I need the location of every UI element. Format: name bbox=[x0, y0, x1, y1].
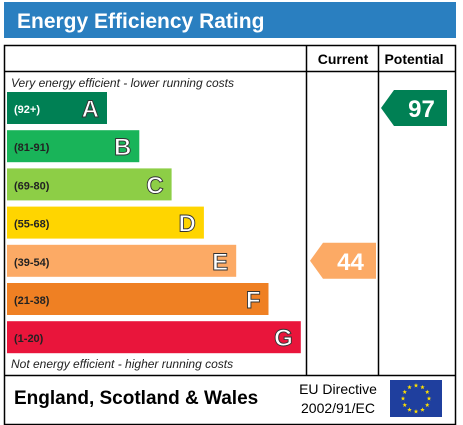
band-letter: F bbox=[246, 287, 261, 314]
eu-star bbox=[420, 407, 425, 412]
band-range-label: (69-80) bbox=[14, 180, 50, 192]
rating-bands: (92+) A (81-91) B (69-80) C (55-68) D (39-54) E (2… bbox=[7, 92, 301, 354]
eu-star bbox=[426, 396, 432, 401]
current-rating-arrow bbox=[310, 242, 376, 279]
band-bar bbox=[7, 206, 204, 239]
potential-rating-value: 97 bbox=[408, 96, 435, 123]
eu-star bbox=[407, 407, 412, 412]
directive-line-1: EU Directive bbox=[299, 381, 377, 397]
eu-star bbox=[407, 384, 412, 390]
eu-star bbox=[420, 384, 425, 390]
top-note: Very energy efficient - lower running co… bbox=[11, 76, 234, 90]
potential-rating: 97 bbox=[381, 90, 447, 126]
eu-star bbox=[424, 389, 430, 394]
rating-band-e: (39-54) E bbox=[7, 244, 237, 277]
eu-star bbox=[402, 389, 408, 394]
band-bar bbox=[7, 130, 140, 163]
eu-flag-icon bbox=[390, 380, 442, 417]
header-bar bbox=[4, 2, 456, 38]
rating-markers: 44 97 bbox=[310, 90, 447, 279]
band-bar bbox=[7, 92, 107, 124]
potential-rating-arrow bbox=[381, 90, 447, 126]
eu-star bbox=[400, 396, 406, 401]
band-range-label: (55-68) bbox=[14, 219, 50, 231]
eu-star bbox=[413, 383, 419, 388]
chart-title: Energy Efficiency Rating bbox=[17, 10, 264, 33]
rating-band-b: (81-91) B bbox=[7, 130, 140, 163]
band-range-label: (39-54) bbox=[14, 257, 50, 269]
current-column-header: Current bbox=[318, 51, 369, 67]
eu-star bbox=[402, 402, 408, 407]
band-bar bbox=[7, 168, 172, 201]
rating-band-g: (1-20) G bbox=[7, 321, 301, 354]
band-bar bbox=[7, 283, 269, 315]
band-range-label: (92+) bbox=[14, 104, 40, 116]
band-letter: G bbox=[274, 325, 293, 352]
rating-band-d: (55-68) D bbox=[7, 206, 204, 239]
band-range-label: (1-20) bbox=[14, 333, 44, 345]
band-bar bbox=[7, 321, 301, 354]
rating-band-a: (92+) A bbox=[7, 92, 107, 124]
bottom-note: Not energy efficient - higher running co… bbox=[11, 357, 233, 371]
rating-band-c: (69-80) C bbox=[7, 168, 172, 201]
region-label: England, Scotland & Wales bbox=[14, 388, 258, 409]
band-letter: E bbox=[212, 249, 228, 276]
band-bar bbox=[7, 244, 237, 277]
rating-band-f: (21-38) F bbox=[7, 283, 269, 315]
potential-column-header: Potential bbox=[384, 51, 443, 67]
band-letter: C bbox=[146, 172, 163, 199]
band-letter: A bbox=[82, 96, 99, 123]
current-rating-value: 44 bbox=[337, 249, 364, 276]
band-range-label: (21-38) bbox=[14, 295, 50, 307]
eu-star bbox=[424, 402, 430, 407]
band-range-label: (81-91) bbox=[14, 142, 50, 154]
eu-star bbox=[413, 409, 419, 414]
directive-line-2: 2002/91/EC bbox=[301, 400, 375, 416]
band-letter: D bbox=[179, 211, 196, 238]
current-rating: 44 bbox=[310, 242, 376, 279]
band-letter: B bbox=[114, 134, 131, 161]
